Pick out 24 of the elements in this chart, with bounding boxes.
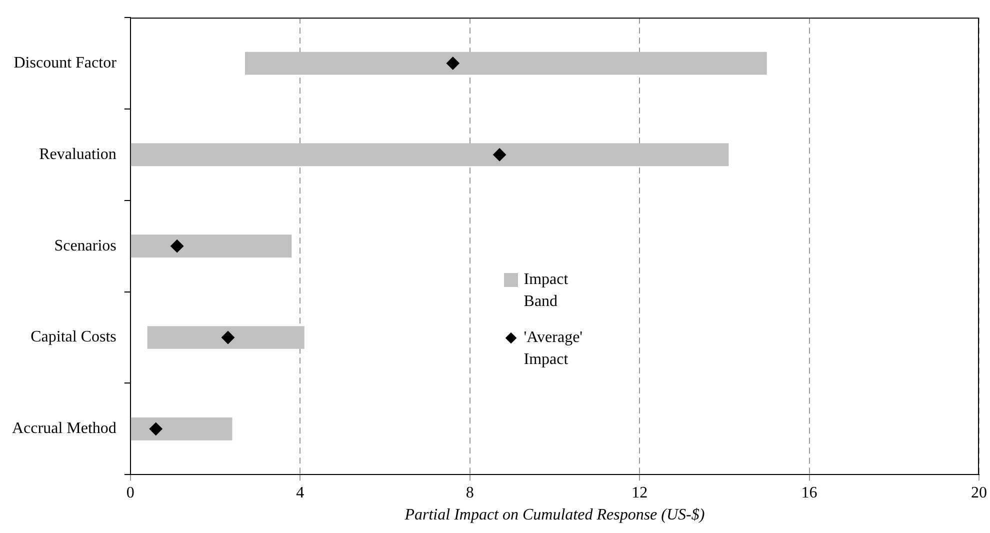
legend-label: Impact Band (524, 270, 570, 312)
point (149, 422, 162, 436)
y-tick-label: Capital Costs (30, 328, 116, 346)
bar (130, 234, 292, 258)
point (170, 240, 184, 253)
x-axis-title: Partial Impact on Cumulated Response (US-$) (404, 506, 705, 524)
x-tick-label: 4 (296, 484, 304, 502)
x-tick-label: 16 (801, 484, 818, 502)
x-tick-label: 12 (632, 484, 648, 502)
point (221, 331, 234, 344)
point (493, 148, 506, 162)
y-tick-label: Discount Factor (14, 54, 118, 72)
y-tick-label: Accrual Method (12, 420, 116, 438)
x-tick-label: 0 (126, 484, 134, 502)
bar (147, 326, 304, 349)
y-tick-label: Scenarios (54, 237, 116, 254)
bar (130, 417, 232, 440)
bar (244, 52, 767, 75)
point (446, 56, 460, 70)
x-tick-label: 20 (971, 484, 987, 502)
bar (130, 143, 729, 166)
y-tick-label: Revaluation (39, 146, 116, 163)
x-tick-label: 8 (466, 484, 474, 502)
legend-label: 'Average' Impact (524, 328, 584, 370)
